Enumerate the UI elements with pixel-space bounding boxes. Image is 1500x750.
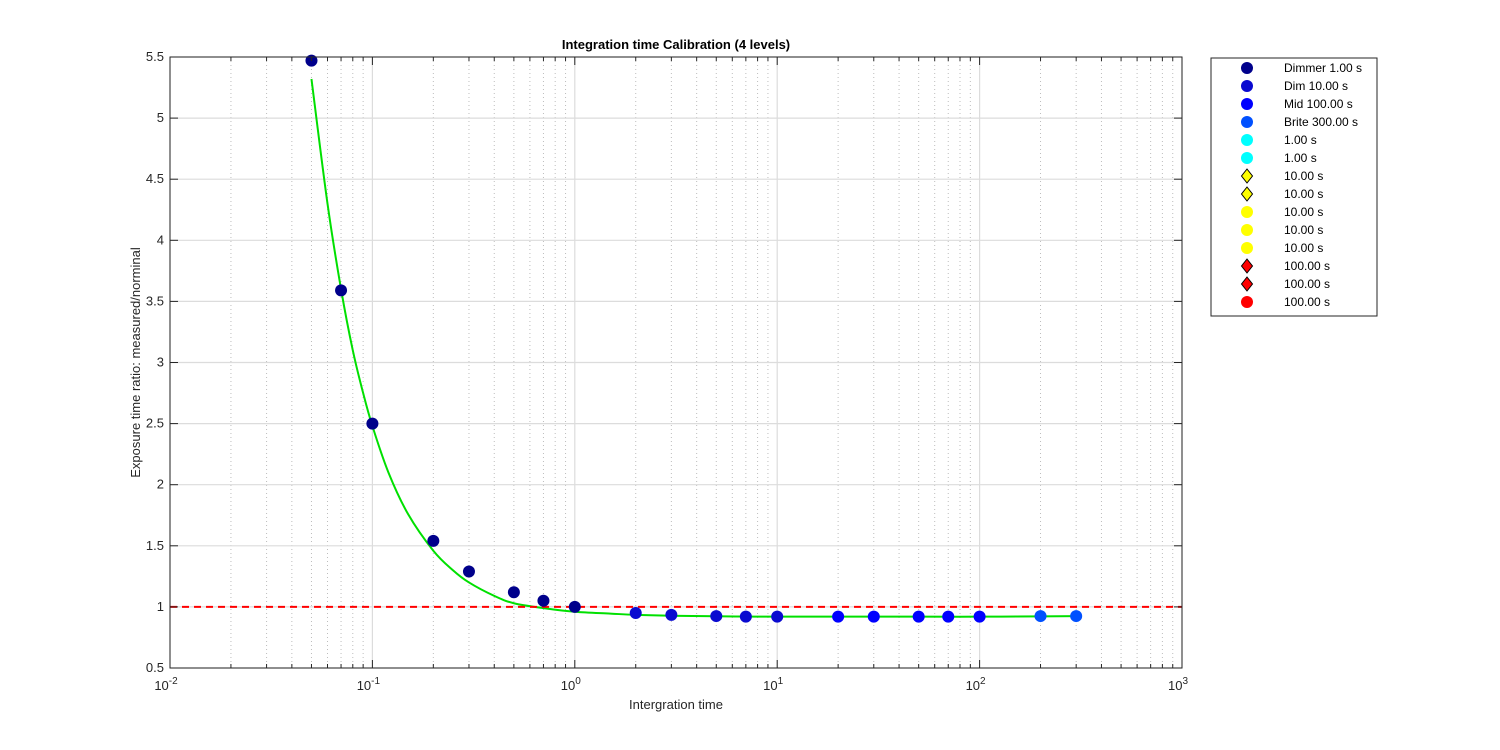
data-point <box>973 610 986 623</box>
y-tick-label: 2 <box>157 477 164 492</box>
x-axis-label: Intergration time <box>629 697 723 712</box>
data-point <box>912 610 925 623</box>
legend: Dimmer 1.00 s Dim 10.00 s Mid 100.00 s Brit… <box>1210 57 1378 317</box>
y-tick-label: 1 <box>157 599 164 614</box>
legend-label: 10.00 s <box>1284 223 1323 237</box>
x-tick-label: 10-1 <box>357 676 381 693</box>
y-tick-label: 5 <box>157 110 164 125</box>
data-point <box>427 534 440 547</box>
chart-title: Integration time Calibration (4 levels) <box>562 37 790 52</box>
axis-ticks <box>169 56 1183 669</box>
legend-marker-diamond <box>1240 168 1254 184</box>
x-tick-label: 101 <box>763 676 783 693</box>
y-tick-labels: 0.5 1 1.5 2 2.5 3 3.5 4 4.5 5 5.5 <box>146 49 164 675</box>
x-tick-label: 10-2 <box>154 676 178 693</box>
fit-curve <box>310 78 1077 618</box>
legend-label: 10.00 s <box>1284 205 1323 219</box>
legend-marker-diamond <box>1240 186 1254 202</box>
legend-marker-circle <box>1241 134 1253 146</box>
legend-marker-circle <box>1241 116 1253 128</box>
legend-label: 100.00 s <box>1284 259 1330 273</box>
legend-label: 10.00 s <box>1284 187 1323 201</box>
data-point <box>1070 610 1083 623</box>
legend-marker-circle <box>1241 206 1253 218</box>
x-tick-label: 103 <box>1168 676 1188 693</box>
y-tick-label: 3 <box>157 355 164 370</box>
legend-marker-circle <box>1241 242 1253 254</box>
legend-marker-diamond <box>1240 258 1254 274</box>
data-point <box>832 610 845 623</box>
y-tick-label: 0.5 <box>146 660 164 675</box>
y-axis-label: Exposure time ratio: measured/norminal <box>128 247 143 478</box>
data-point <box>739 610 752 623</box>
legend-label: Mid 100.00 s <box>1284 97 1353 111</box>
data-point <box>629 607 642 620</box>
y-tick-label: 4 <box>157 232 164 247</box>
legend-box <box>1210 57 1378 317</box>
legend-label: 1.00 s <box>1284 151 1317 165</box>
legend-marker-circle <box>1241 152 1253 164</box>
legend-marker-diamond <box>1240 276 1254 292</box>
data-point <box>568 600 581 613</box>
data-point <box>665 608 678 621</box>
data-point <box>942 610 955 623</box>
legend-marker-circle <box>1241 224 1253 236</box>
data-points <box>305 54 1083 623</box>
y-tick-label: 5.5 <box>146 49 164 64</box>
data-point <box>1034 610 1047 623</box>
legend-marker-circle <box>1241 98 1253 110</box>
legend-label: Brite 300.00 s <box>1284 115 1358 129</box>
data-point <box>537 594 550 607</box>
data-point <box>335 284 348 297</box>
x-tick-label: 102 <box>966 676 986 693</box>
data-point <box>867 610 880 623</box>
x-tick-label: 100 <box>561 676 581 693</box>
fit-curve-layer <box>310 78 1077 618</box>
data-point <box>366 417 379 430</box>
y-tick-label: 1.5 <box>146 538 164 553</box>
legend-label: Dimmer 1.00 s <box>1284 61 1362 75</box>
y-tick-label: 3.5 <box>146 293 164 308</box>
legend-label: 1.00 s <box>1284 133 1317 147</box>
data-point <box>710 610 723 623</box>
legend-label: 10.00 s <box>1284 241 1323 255</box>
x-tick-labels: 10-2 10-1 100 101 102 103 <box>154 676 1188 693</box>
y-tick-label: 2.5 <box>146 416 164 431</box>
y-tick-label: 4.5 <box>146 171 164 186</box>
legend-label: Dim 10.00 s <box>1284 79 1348 93</box>
data-point <box>771 610 784 623</box>
data-point <box>462 565 475 578</box>
legend-marker-circle <box>1241 62 1253 74</box>
legend-label: 100.00 s <box>1284 295 1330 309</box>
legend-label: 10.00 s <box>1284 169 1323 183</box>
data-point <box>507 586 520 599</box>
legend-label: 100.00 s <box>1284 277 1330 291</box>
legend-marker-circle <box>1241 80 1253 92</box>
legend-marker-circle <box>1241 296 1253 308</box>
